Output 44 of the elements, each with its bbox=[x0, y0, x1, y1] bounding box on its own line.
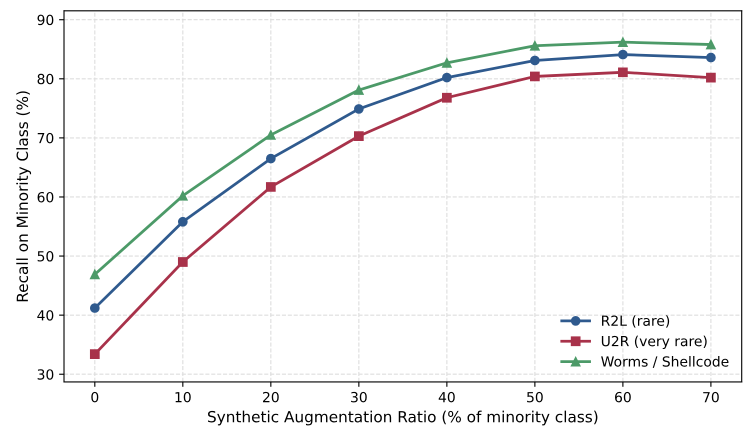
y-tick-label: 90 bbox=[37, 14, 54, 26]
point bbox=[530, 40, 540, 51]
legend-label: Worms / Shellcode bbox=[601, 356, 728, 368]
point bbox=[618, 50, 628, 60]
point bbox=[178, 190, 188, 201]
y-tick-label: 70 bbox=[38, 132, 54, 144]
point bbox=[266, 182, 276, 192]
x-tick-label: 0 bbox=[91, 392, 98, 402]
point bbox=[90, 349, 100, 360]
point bbox=[618, 67, 628, 78]
x-tick-label: 20 bbox=[263, 392, 279, 402]
y-tick-label: 40 bbox=[37, 310, 54, 321]
x-tick-label: 10 bbox=[176, 392, 191, 402]
point bbox=[530, 56, 540, 66]
point bbox=[354, 131, 364, 141]
point bbox=[706, 40, 716, 50]
y-tick-label: 60 bbox=[38, 192, 54, 202]
point bbox=[178, 257, 188, 267]
x-tick-label: 40 bbox=[438, 392, 455, 402]
point bbox=[90, 270, 100, 280]
x-axis-title: Synthetic Augmentation Ratio (% of minority class) bbox=[208, 410, 598, 426]
point bbox=[442, 72, 452, 82]
point bbox=[530, 72, 540, 82]
point bbox=[706, 52, 716, 62]
y-tick-label: 80 bbox=[38, 74, 54, 84]
point bbox=[90, 303, 100, 313]
point bbox=[354, 104, 364, 114]
point bbox=[706, 72, 716, 82]
legend-label: R2L (rare) bbox=[602, 315, 670, 328]
point bbox=[354, 85, 364, 95]
point bbox=[266, 130, 276, 140]
point bbox=[266, 154, 276, 164]
y-axis-title: Recall on Minority Class (%) bbox=[16, 91, 32, 302]
y-tick-label: 30 bbox=[38, 369, 54, 380]
x-tick-label: 30 bbox=[351, 392, 367, 402]
x-tick-label: 60 bbox=[615, 392, 631, 402]
point bbox=[442, 92, 452, 103]
point bbox=[442, 58, 452, 68]
x-tick-label: 70 bbox=[703, 392, 719, 402]
legend-label: U2R (very rare) bbox=[602, 336, 707, 350]
point bbox=[178, 216, 188, 227]
y-tick-label: 50 bbox=[38, 251, 54, 262]
x-tick-label: 50 bbox=[527, 392, 543, 402]
point bbox=[618, 37, 628, 48]
